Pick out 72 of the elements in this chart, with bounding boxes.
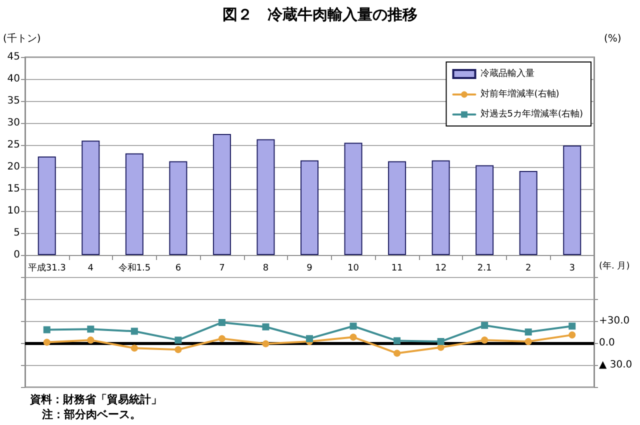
y-tick-label: 10: [7, 206, 20, 216]
point: [524, 328, 532, 336]
x-tick-label: 4: [88, 264, 94, 274]
bar: [82, 140, 100, 255]
x-tick-label: 7: [219, 264, 225, 274]
bar: [125, 153, 144, 255]
y-tick-label: 5: [14, 228, 20, 238]
point: [174, 336, 182, 344]
point: [174, 346, 182, 354]
point: [262, 323, 270, 330]
legend-label: 対前年増減率(右軸): [480, 88, 560, 100]
legend-label: 対過去5カ年増減率(右軸): [480, 108, 583, 120]
point: [394, 350, 401, 357]
y-tick-label: 20: [7, 162, 20, 172]
y-tick-label: 15: [7, 184, 20, 194]
point: [568, 322, 576, 330]
point: [306, 335, 313, 342]
x-tick-label: 8: [262, 264, 269, 274]
y-axis-title: (千トン): [3, 32, 41, 44]
text: 注：部分肉ベース。: [41, 408, 141, 421]
y-tick-label: 25: [7, 140, 20, 150]
y-tick-label: 30: [7, 118, 20, 128]
chart-title: 図２ 冷蔵牛肉輸入量の推移: [222, 6, 418, 24]
y-tick-label: 0: [14, 250, 20, 260]
bar: [432, 160, 450, 255]
point: [481, 336, 488, 344]
x-axis-title: (年. 月): [599, 260, 630, 272]
point: [87, 336, 94, 344]
point: [394, 337, 401, 344]
point: [43, 338, 50, 346]
y-tick-label: 40: [7, 74, 20, 84]
bar: [212, 134, 231, 255]
bar: [519, 170, 538, 255]
bar: [300, 160, 318, 255]
point: [130, 328, 138, 335]
point: [524, 338, 532, 346]
text: 資料：財務省「貿易統計」: [29, 393, 162, 406]
x-tick-label: 令和1.5: [118, 262, 151, 274]
point: [130, 344, 138, 352]
y2-tick-label: +30.0: [599, 316, 630, 326]
point: [350, 322, 357, 330]
bar: [388, 161, 406, 255]
x-tick-label: 3: [569, 264, 575, 274]
point: [437, 338, 444, 346]
point: [350, 334, 357, 341]
x-tick-label: 6: [175, 264, 182, 274]
point: [568, 331, 576, 338]
bar: [38, 156, 56, 255]
x-tick-label: 2.1: [477, 264, 492, 274]
bar: [256, 139, 275, 255]
x-tick-label: 10: [348, 264, 360, 274]
y2-tick-label: ▲ 30.0: [599, 360, 632, 370]
point: [218, 335, 226, 342]
bar: [563, 145, 582, 255]
point: [481, 322, 488, 329]
point: [218, 318, 226, 326]
y2-axis-title: (%): [604, 34, 622, 44]
point: [87, 326, 94, 333]
y-tick-label: 45: [7, 52, 20, 62]
y2-tick-label: 0.0: [599, 338, 615, 348]
x-tick-label: 平成31.3: [28, 262, 66, 274]
x-tick-label: 2: [525, 264, 532, 274]
bar: [476, 165, 494, 255]
point: [262, 340, 270, 348]
y-tick-label: 35: [7, 96, 20, 106]
legend-label: 冷蔵品輸入量: [480, 68, 534, 79]
point: [43, 326, 50, 334]
x-tick-label: 12: [435, 264, 447, 274]
x-tick-label: 11: [391, 264, 403, 274]
x-tick-label: 9: [306, 264, 313, 274]
bar: [169, 161, 188, 255]
bar: [344, 142, 362, 255]
